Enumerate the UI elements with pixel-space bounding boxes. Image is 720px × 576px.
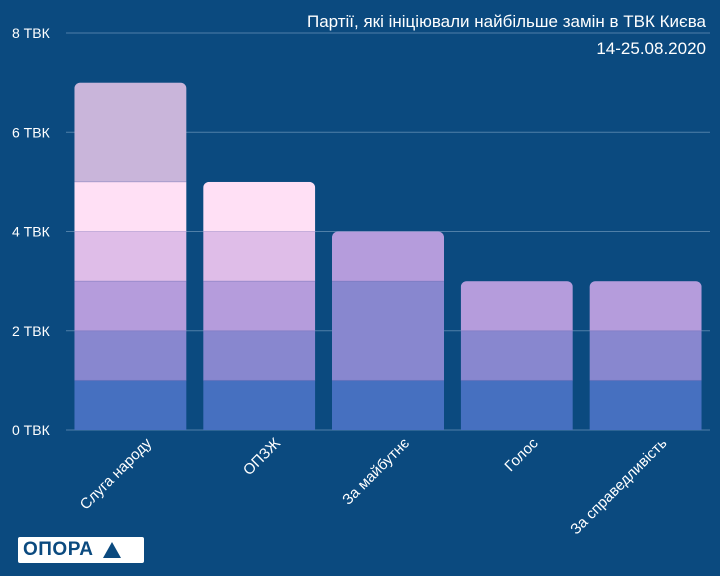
x-tick-label: Слуга народу — [77, 434, 156, 513]
opora-logo: ОПОРА — [18, 537, 144, 563]
bar-segment — [74, 231, 187, 282]
bar-segment — [460, 330, 573, 381]
bar-segment — [460, 281, 573, 331]
x-tick-label: За майбутнє — [339, 435, 413, 509]
bar-segment — [203, 330, 316, 381]
chart-subtitle: 14-25.08.2020 — [596, 39, 706, 58]
y-tick-label: 4 ТВК — [12, 224, 51, 240]
bar-segment — [589, 380, 702, 430]
bar-segment — [203, 231, 316, 282]
logo-text: ОПОРА — [23, 539, 94, 560]
y-tick-label: 2 ТВК — [12, 323, 51, 339]
bar-segment — [460, 380, 573, 430]
x-tick-label: Голос — [501, 434, 542, 475]
bar-segment — [74, 380, 187, 430]
bar-segment — [74, 281, 187, 331]
chart-title-block: Партії, які ініціювали найбільше замін в… — [307, 8, 706, 62]
y-tick-label: 8 ТВК — [12, 25, 51, 41]
chart-title: Партії, які ініціювали найбільше замін в… — [306, 12, 706, 31]
bar-segment — [74, 330, 187, 381]
bar-segment — [203, 281, 316, 331]
bar-segment — [332, 380, 444, 430]
bar-segment — [74, 181, 187, 232]
y-tick-label: 6 ТВК — [12, 124, 51, 140]
bar-segment — [332, 281, 444, 381]
bar-segment — [589, 330, 702, 381]
triangle-logo-icon — [103, 542, 122, 558]
x-tick-label: ОПЗЖ — [240, 435, 284, 479]
bar-segment — [203, 181, 316, 232]
bar-segment — [74, 82, 187, 182]
x-tick-label: За справедливість — [567, 435, 670, 538]
y-tick-label: 0 ТВК — [12, 422, 51, 438]
bar-segment — [203, 380, 316, 430]
bar-segment — [589, 281, 702, 331]
bar-segment — [332, 231, 444, 282]
